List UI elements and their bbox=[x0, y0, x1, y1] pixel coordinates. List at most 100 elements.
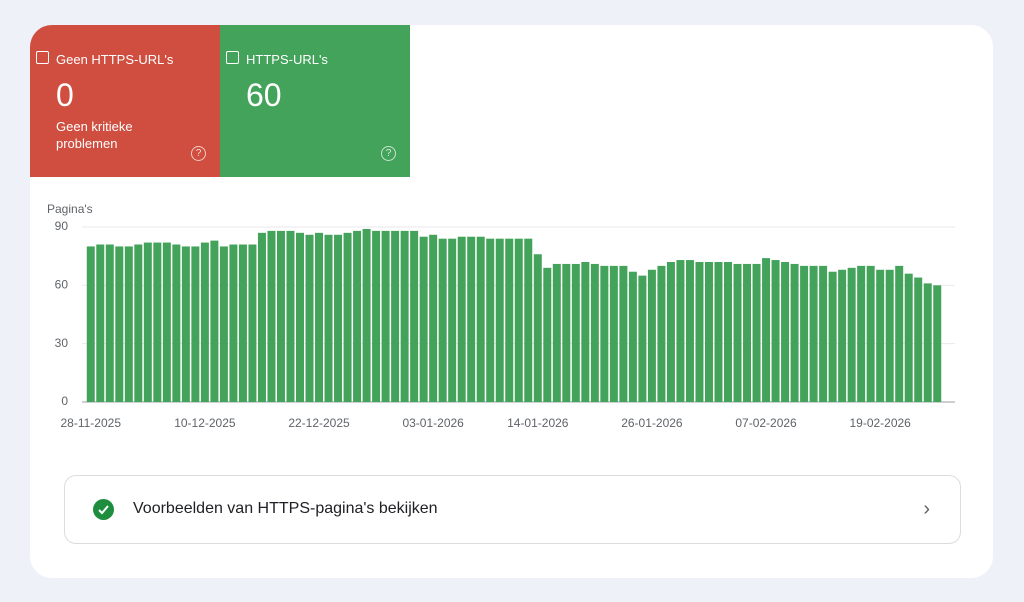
x-tick-label: 07-02-2026 bbox=[735, 416, 797, 430]
bar bbox=[923, 283, 932, 402]
bar bbox=[486, 238, 495, 402]
bar bbox=[372, 230, 381, 402]
bar bbox=[895, 265, 904, 402]
bar bbox=[457, 236, 466, 402]
bar bbox=[685, 260, 694, 402]
bar bbox=[581, 262, 590, 402]
bar bbox=[657, 265, 666, 402]
bar bbox=[600, 265, 609, 402]
bar bbox=[628, 271, 637, 402]
bar bbox=[86, 246, 95, 402]
bar bbox=[334, 234, 343, 402]
x-tick-label: 03-01-2026 bbox=[402, 416, 464, 430]
bar bbox=[400, 230, 409, 402]
bar bbox=[96, 244, 105, 402]
bar bbox=[933, 285, 942, 402]
bar bbox=[505, 238, 514, 402]
bar bbox=[724, 262, 732, 402]
bar bbox=[105, 244, 114, 402]
bar bbox=[590, 263, 599, 402]
check-mark bbox=[98, 505, 109, 515]
y-tick-label: 0 bbox=[61, 394, 68, 408]
bar bbox=[191, 246, 200, 402]
bar bbox=[410, 230, 419, 402]
bar bbox=[429, 234, 438, 402]
bar bbox=[162, 242, 171, 402]
examples-link[interactable]: Voorbeelden van HTTPS-pagina's bekijken … bbox=[64, 475, 961, 544]
bar bbox=[438, 238, 447, 402]
x-tick-label: 14-01-2026 bbox=[507, 416, 569, 430]
bar bbox=[876, 269, 885, 402]
bar bbox=[315, 232, 324, 402]
tile-label: HTTPS-URL's bbox=[226, 51, 328, 67]
x-tick-label: 22-12-2025 bbox=[288, 416, 350, 430]
bar bbox=[800, 265, 809, 402]
bar bbox=[143, 242, 152, 402]
bar bbox=[790, 263, 799, 402]
bar bbox=[552, 263, 561, 402]
checkbox bbox=[36, 51, 49, 64]
bar bbox=[714, 262, 723, 402]
help-icon[interactable]: ? bbox=[191, 146, 206, 161]
tile-value: 60 bbox=[246, 77, 282, 113]
bar bbox=[467, 236, 476, 402]
bar bbox=[353, 230, 362, 402]
bar bbox=[391, 230, 400, 402]
bar bbox=[210, 240, 219, 402]
bar bbox=[666, 262, 675, 402]
bar bbox=[543, 267, 552, 402]
bar bbox=[762, 258, 771, 402]
bar bbox=[200, 242, 209, 402]
bar bbox=[847, 267, 856, 402]
link-text: Voorbeelden van HTTPS-pagina's bekijken bbox=[133, 500, 438, 517]
x-tick-label: 19-02-2026 bbox=[849, 416, 911, 430]
bar bbox=[286, 230, 295, 402]
bar bbox=[771, 260, 780, 402]
bar bbox=[248, 244, 257, 402]
chevron: › bbox=[923, 498, 930, 520]
y-tick-label: 60 bbox=[55, 278, 69, 292]
tile-label: Geen HTTPS-URL's bbox=[36, 51, 174, 67]
bar bbox=[619, 265, 628, 402]
bar bbox=[809, 265, 818, 402]
bar bbox=[533, 254, 542, 402]
bar bbox=[257, 232, 266, 402]
bar bbox=[609, 265, 618, 402]
bar bbox=[181, 246, 190, 402]
tile-https[interactable]: HTTPS-URL's 60 ? bbox=[220, 25, 410, 177]
bar bbox=[676, 260, 685, 402]
bar bbox=[904, 273, 913, 402]
bar bbox=[381, 230, 390, 402]
y-tick-label: 90 bbox=[55, 219, 69, 233]
bar bbox=[828, 271, 837, 402]
bar bbox=[296, 232, 304, 402]
y-axis-label: Pagina's bbox=[47, 202, 93, 216]
bar bbox=[172, 244, 181, 402]
bar bbox=[752, 263, 761, 402]
bar bbox=[743, 263, 752, 402]
bar bbox=[857, 265, 866, 402]
bar bbox=[343, 232, 352, 402]
bar bbox=[153, 242, 162, 402]
bar bbox=[362, 228, 371, 402]
checkbox bbox=[226, 51, 239, 64]
bar bbox=[276, 230, 285, 402]
bar bbox=[781, 262, 790, 402]
bar bbox=[476, 236, 485, 402]
bar bbox=[134, 244, 143, 402]
tile-no-https[interactable]: Geen HTTPS-URL's 0 Geen kritieke problem… bbox=[30, 25, 220, 177]
bar bbox=[305, 234, 314, 402]
bar bbox=[838, 269, 847, 402]
bar bbox=[914, 277, 923, 402]
bar bbox=[524, 238, 533, 402]
help-icon[interactable]: ? bbox=[381, 146, 396, 161]
tile-label-text: Geen HTTPS-URL's bbox=[56, 52, 174, 67]
bar bbox=[562, 263, 571, 402]
bar bbox=[124, 246, 133, 402]
bar bbox=[885, 269, 894, 402]
x-tick-label: 10-12-2025 bbox=[174, 416, 236, 430]
tile-label-text: HTTPS-URL's bbox=[246, 52, 328, 67]
bar bbox=[647, 269, 656, 402]
bar bbox=[704, 262, 713, 402]
bar bbox=[238, 244, 247, 402]
